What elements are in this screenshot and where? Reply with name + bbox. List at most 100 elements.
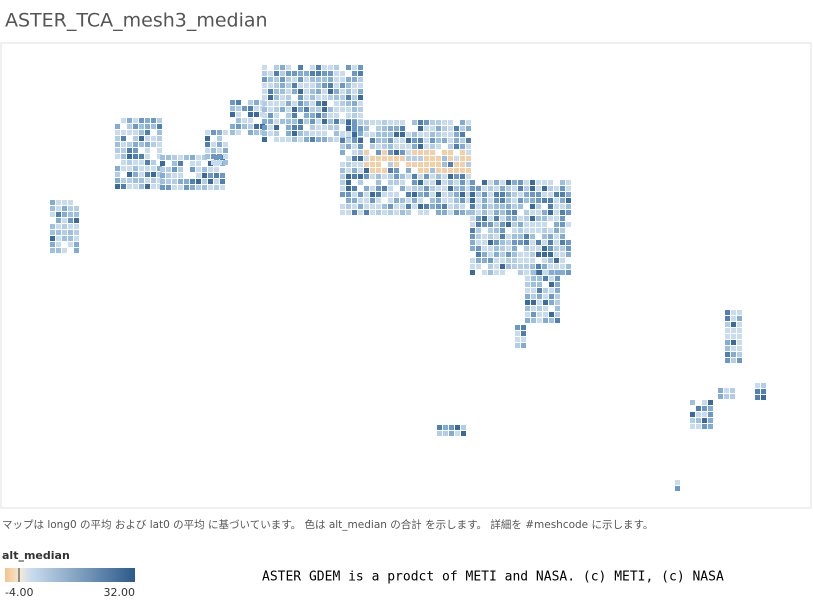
mesh-cell xyxy=(542,264,547,269)
mesh-cell xyxy=(400,186,405,191)
mesh-cell xyxy=(488,180,493,185)
mesh-cell xyxy=(460,150,465,155)
mesh-cell xyxy=(525,276,530,281)
mesh-cell xyxy=(560,216,565,221)
mesh-cell xyxy=(262,65,267,70)
mesh-cell xyxy=(566,180,571,185)
mesh-cell xyxy=(370,210,375,215)
mesh-cell xyxy=(470,264,475,269)
mesh-cell xyxy=(304,107,309,112)
mesh-cell xyxy=(542,222,547,227)
mesh-cell xyxy=(566,270,571,275)
mesh-cell xyxy=(370,120,375,125)
mesh-cell xyxy=(322,101,327,106)
mesh-cell xyxy=(761,395,766,400)
mesh-cell xyxy=(280,83,285,88)
mesh-cell xyxy=(725,352,730,357)
mesh-cell xyxy=(566,198,571,203)
mesh-cell xyxy=(370,132,375,137)
mesh-cell xyxy=(145,124,150,129)
mesh-cell xyxy=(236,130,241,135)
credit: ASTER GDEM is a prodct of METI and NASA.… xyxy=(262,570,724,585)
mesh-cell xyxy=(364,198,369,203)
mesh-cell xyxy=(515,331,520,336)
mesh-cell xyxy=(304,131,309,136)
mesh-cell xyxy=(214,155,219,160)
mesh-cell xyxy=(310,137,315,142)
mesh-cell xyxy=(220,185,225,190)
mesh-cell xyxy=(121,178,126,183)
mesh-cell xyxy=(286,137,291,142)
mesh-cell xyxy=(127,166,132,171)
mesh-cell xyxy=(530,192,535,197)
mesh-cell xyxy=(454,198,459,203)
mesh-cell xyxy=(521,337,526,342)
mesh-cell xyxy=(724,388,729,393)
mesh-cell xyxy=(542,228,547,233)
mesh-cell xyxy=(364,162,369,167)
mesh-cell xyxy=(340,186,345,191)
mesh-cell xyxy=(322,71,327,76)
mesh-cell xyxy=(731,316,736,321)
mesh-cell xyxy=(531,312,536,317)
mesh-cell xyxy=(74,230,79,235)
mesh-cell xyxy=(274,83,279,88)
mesh-cell xyxy=(494,210,499,215)
mesh-cell xyxy=(512,246,517,251)
mesh-cell xyxy=(358,120,363,125)
mesh-cell xyxy=(518,186,523,191)
mesh-cell xyxy=(310,83,315,88)
mesh-cell xyxy=(346,156,351,161)
mesh-cell xyxy=(74,212,79,217)
mesh-cell xyxy=(262,89,267,94)
mesh-cell xyxy=(521,343,526,348)
mesh-cell xyxy=(328,65,333,70)
mesh-cell xyxy=(298,95,303,100)
mesh-cell xyxy=(316,113,321,118)
mesh-cell xyxy=(274,125,279,130)
mesh-cell xyxy=(555,288,560,293)
mesh-cell xyxy=(476,192,481,197)
mesh-cell xyxy=(448,120,453,125)
mesh-cell xyxy=(430,168,435,173)
mesh-cell xyxy=(370,186,375,191)
mesh-cell xyxy=(537,276,542,281)
mesh-cell xyxy=(62,212,67,217)
mesh-cell xyxy=(382,168,387,173)
mesh-cell xyxy=(512,222,517,227)
mesh-cell xyxy=(424,156,429,161)
mesh-cell xyxy=(316,131,321,136)
mesh-cell xyxy=(220,173,225,178)
mesh-cell xyxy=(242,106,247,111)
mesh-cell xyxy=(436,198,441,203)
mesh-cell xyxy=(476,252,481,257)
mesh-cell xyxy=(524,222,529,227)
mesh-cell xyxy=(382,210,387,215)
mesh-cell xyxy=(755,395,760,400)
mesh-cell xyxy=(554,240,559,245)
mesh-cell xyxy=(346,210,351,215)
mesh-cell xyxy=(536,210,541,215)
mesh-cell xyxy=(304,137,309,142)
mesh-cell xyxy=(352,186,357,191)
mesh-cell xyxy=(340,101,345,106)
mesh-cell xyxy=(133,124,138,129)
mesh-cell xyxy=(316,83,321,88)
mesh-cell xyxy=(340,192,345,197)
mesh-cell xyxy=(400,156,405,161)
mesh-cell xyxy=(442,186,447,191)
mesh-cell xyxy=(376,186,381,191)
mesh-cell xyxy=(274,101,279,106)
mesh-cell xyxy=(696,418,701,423)
mesh-cell xyxy=(298,101,303,106)
mesh-cell xyxy=(482,180,487,185)
mesh-cell xyxy=(292,119,297,124)
mesh-cell xyxy=(448,210,453,215)
mesh-cell xyxy=(482,222,487,227)
mesh-cell xyxy=(708,412,713,417)
mesh-cell xyxy=(364,204,369,209)
mesh-cell xyxy=(280,137,285,142)
mesh-cell xyxy=(537,300,542,305)
mesh-cell xyxy=(157,184,162,189)
mesh-cell xyxy=(56,218,61,223)
